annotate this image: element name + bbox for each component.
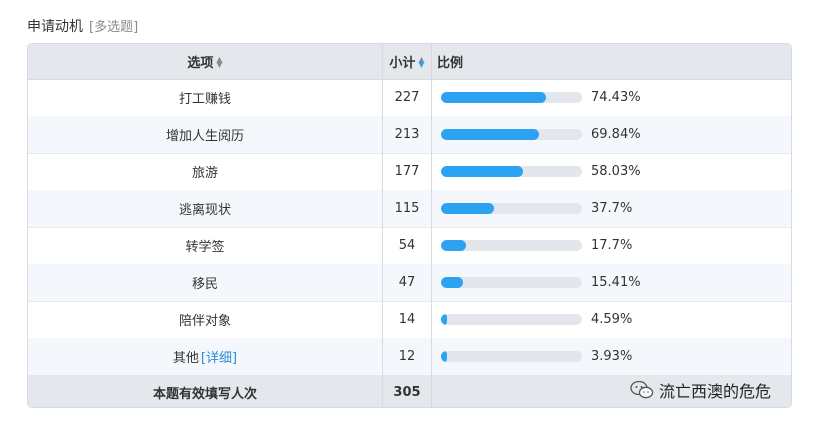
ratio-cell: 17.7% xyxy=(432,227,791,264)
progress-bar-track xyxy=(441,277,582,288)
progress-bar-fill xyxy=(441,240,466,251)
footer-count: 305 xyxy=(393,385,421,400)
option-cell: 逃离现状 xyxy=(28,190,383,227)
watermark-text: 流亡西澳的危危 xyxy=(659,382,772,401)
question-type-tag: [多选题] xyxy=(89,20,139,35)
percent-value: 17.7% xyxy=(591,238,633,253)
percent-value: 37.7% xyxy=(591,201,633,216)
progress-bar-fill xyxy=(441,203,495,214)
count-cell: 177 xyxy=(383,153,432,190)
wechat-icon xyxy=(630,380,654,399)
progress-bar-track xyxy=(441,314,582,325)
option-cell: 转学签 xyxy=(28,227,383,264)
option-label: 陪伴对象 xyxy=(178,314,231,329)
count-cell: 14 xyxy=(383,301,432,338)
percent-value: 74.43% xyxy=(591,90,641,105)
progress-bar-track xyxy=(441,351,582,362)
header-count-label: 小计 xyxy=(389,56,416,71)
option-label: 增加人生阅历 xyxy=(165,129,244,144)
percent-value: 3.93% xyxy=(591,349,633,364)
question-title: 申请动机 [多选题] xyxy=(27,16,138,36)
percent-value: 58.03% xyxy=(591,164,641,179)
table-row: 增加人生阅历 213 69.84% xyxy=(28,116,791,154)
progress-bar-fill xyxy=(441,351,447,362)
option-cell: 增加人生阅历 xyxy=(28,116,383,153)
table-row: 打工赚钱 227 74.43% xyxy=(28,79,791,117)
count-value: 227 xyxy=(394,90,420,105)
ratio-cell: 69.84% xyxy=(432,116,791,153)
progress-bar-fill xyxy=(441,166,523,177)
sort-icon[interactable]: ▲ ▼ xyxy=(216,54,223,69)
ratio-cell: 3.93% xyxy=(432,338,791,375)
table-row: 其他 [详细] 12 3.93% xyxy=(28,338,791,376)
progress-bar-fill xyxy=(441,92,546,103)
percent-value: 4.59% xyxy=(591,312,633,327)
percent-value: 15.41% xyxy=(591,275,641,290)
progress-bar-track xyxy=(441,240,582,251)
table-footer: 本题有效填写人次 305 xyxy=(28,375,791,407)
option-label: 旅游 xyxy=(191,166,218,181)
option-cell: 陪伴对象 xyxy=(28,301,383,338)
count-value: 14 xyxy=(398,312,416,327)
progress-bar-track xyxy=(441,129,582,140)
option-label: 其他 xyxy=(172,351,199,366)
count-value: 12 xyxy=(398,349,416,364)
count-value: 177 xyxy=(394,164,420,179)
sort-active-icon[interactable]: ▲ ▼ xyxy=(418,54,425,69)
footer-label: 本题有效填写人次 xyxy=(152,387,257,402)
count-value: 54 xyxy=(398,238,416,253)
footer-label-cell: 本题有效填写人次 xyxy=(28,375,383,407)
count-cell: 47 xyxy=(383,264,432,301)
percent-value: 69.84% xyxy=(591,127,641,142)
results-table: 选项 ▲ ▼ 小计 ▲ ▼ 比例 打工赚钱 227 74.43% 增加人生阅历 213 69.… xyxy=(27,43,792,408)
table-header: 选项 ▲ ▼ 小计 ▲ ▼ 比例 xyxy=(28,44,791,80)
header-option-label: 选项 xyxy=(187,56,214,71)
option-label: 逃离现状 xyxy=(178,203,231,218)
option-cell: 打工赚钱 xyxy=(28,79,383,116)
option-cell: 其他 [详细] xyxy=(28,338,383,375)
count-cell: 213 xyxy=(383,116,432,153)
ratio-cell: 58.03% xyxy=(432,153,791,190)
option-label: 移民 xyxy=(191,277,218,292)
table-row: 移民 47 15.41% xyxy=(28,264,791,302)
watermark: 流亡西澳的危危 xyxy=(630,378,771,402)
progress-bar-track xyxy=(441,92,582,103)
progress-bar-fill xyxy=(441,277,463,288)
table-row: 旅游 177 58.03% xyxy=(28,153,791,191)
header-count[interactable]: 小计 ▲ ▼ xyxy=(383,44,432,79)
question-title-text: 申请动机 xyxy=(27,19,83,35)
count-value: 115 xyxy=(394,201,420,216)
table-row: 转学签 54 17.7% xyxy=(28,227,791,265)
count-cell: 227 xyxy=(383,79,432,116)
count-value: 47 xyxy=(398,275,416,290)
progress-bar-track xyxy=(441,166,582,177)
count-value: 213 xyxy=(394,127,420,142)
detail-link[interactable]: [详细] xyxy=(200,351,238,366)
option-label: 打工赚钱 xyxy=(178,92,231,107)
option-cell: 移民 xyxy=(28,264,383,301)
ratio-cell: 4.59% xyxy=(432,301,791,338)
progress-bar-fill xyxy=(441,314,448,325)
ratio-cell: 37.7% xyxy=(432,190,791,227)
option-label: 转学签 xyxy=(185,240,225,255)
count-cell: 54 xyxy=(383,227,432,264)
table-row: 逃离现状 115 37.7% xyxy=(28,190,791,228)
progress-bar-track xyxy=(441,203,582,214)
ratio-cell: 74.43% xyxy=(432,79,791,116)
table-row: 陪伴对象 14 4.59% xyxy=(28,301,791,339)
footer-count-cell: 305 xyxy=(383,375,432,407)
progress-bar-fill xyxy=(441,129,540,140)
count-cell: 12 xyxy=(383,338,432,375)
header-ratio: 比例 xyxy=(432,44,791,79)
ratio-cell: 15.41% xyxy=(432,264,791,301)
option-cell: 旅游 xyxy=(28,153,383,190)
header-option[interactable]: 选项 ▲ ▼ xyxy=(28,44,383,79)
count-cell: 115 xyxy=(383,190,432,227)
header-ratio-label: 比例 xyxy=(437,56,464,71)
